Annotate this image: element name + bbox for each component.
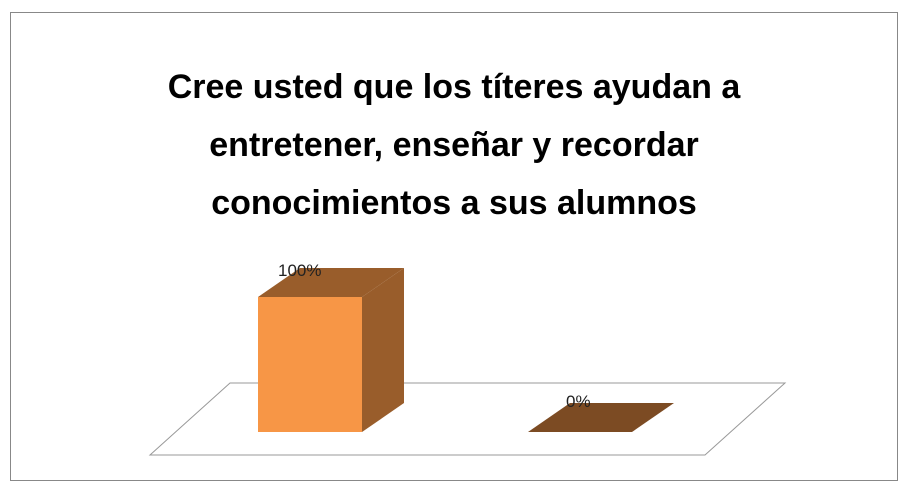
bar-top bbox=[258, 268, 404, 297]
chart-title: Cree usted que los títeres ayudan a entr… bbox=[167, 68, 741, 222]
bar-front bbox=[258, 297, 362, 432]
data-label: 0% bbox=[566, 392, 591, 411]
floor bbox=[148, 382, 787, 456]
bar-side bbox=[362, 268, 404, 432]
data-label: 100% bbox=[278, 261, 321, 280]
bar-top bbox=[528, 403, 674, 432]
